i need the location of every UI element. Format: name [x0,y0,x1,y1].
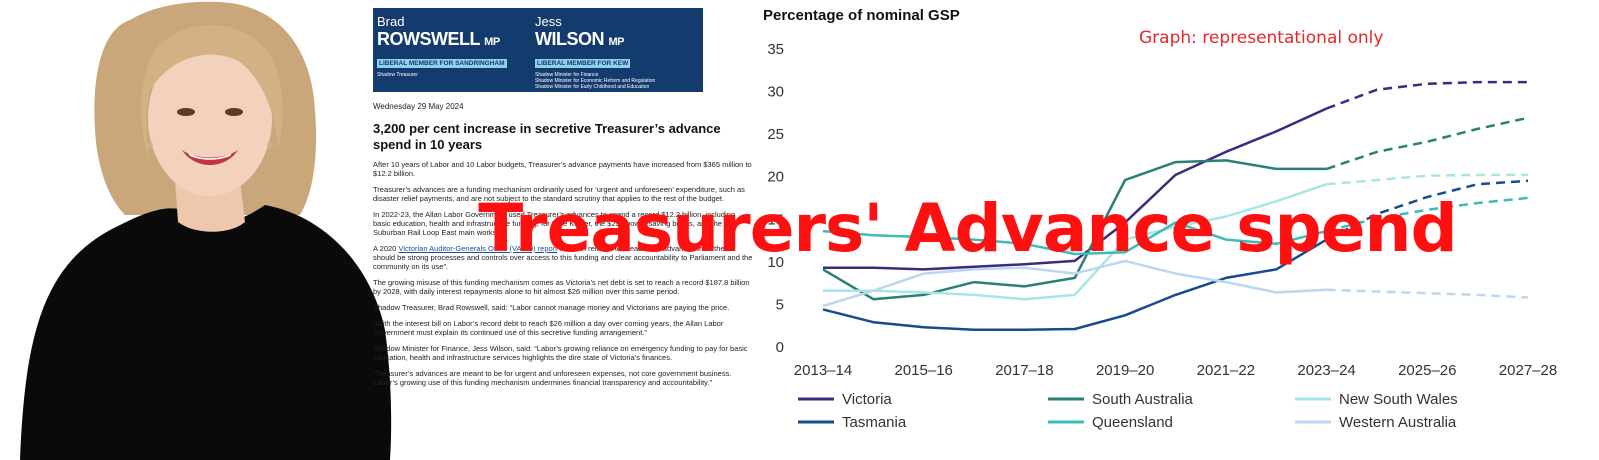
series-line-projection [1326,80,1528,110]
portrait-photo [0,0,392,460]
series-line-projection [1326,196,1529,233]
legend-label: Victoria [842,391,892,408]
mp-suffix: MP [608,36,625,48]
mp-title: Shadow Minister for Early Childhood and … [535,84,650,90]
release-paragraph: “With the interest bill on Labor’s recor… [373,319,724,337]
series-line-projection [1326,288,1529,299]
y-tick-label: 30 [767,84,784,101]
release-paragraph: The growing misuse of this funding mecha… [373,278,750,296]
mp-last-name: ROWSWELL MP [377,29,507,52]
release-headline: 3,200 per cent increase in secretive Tre… [373,121,721,152]
legend-label: Queensland [1092,414,1173,431]
press-release: Brad ROWSWELL MP LIBERAL MEMBER FOR SAND… [373,8,758,460]
overlay-title: Treasurers' Advance spend [478,190,1457,267]
mp-role: LIBERAL MEMBER FOR SANDRINGHAM [377,59,507,68]
legend-label: South Australia [1092,391,1194,408]
legend-label: Tasmania [842,414,907,431]
y-tick-label: 5 [776,296,784,313]
mp-surname: ROWSWELL [377,29,480,49]
mp-banner: Brad ROWSWELL MP LIBERAL MEMBER FOR SAND… [373,8,703,92]
series-line-actual [822,159,1327,301]
mp-suffix: MP [484,36,500,48]
x-tick-label: 2021–22 [1197,362,1255,379]
series-line-projection [1326,173,1528,186]
mp-title: Shadow Treasurer [377,72,418,78]
y-tick-label: 0 [776,339,784,356]
x-tick-label: 2019–20 [1096,362,1154,379]
x-tick-label: 2017–18 [995,362,1053,379]
x-tick-label: 2023–24 [1297,362,1355,379]
series-line-actual [822,221,1327,256]
y-tick-label: 10 [767,254,784,271]
mp-last-name: WILSON MP [535,29,655,52]
x-tick-label: 2015–16 [895,362,953,379]
y-tick-label: 15 [767,211,784,228]
y-tick-label: 20 [767,169,784,186]
series-line-actual [823,183,1328,301]
mp-first-name: Brad [377,14,405,29]
mp-title: Shadow Minister for Finance [535,72,599,78]
chart-note: Graph: representational only [1139,28,1383,48]
release-paragraph: Treasurer’s advances are a funding mecha… [373,185,745,203]
release-paragraph: Shadow Minister for Finance, Jess Wilson… [373,344,748,362]
release-paragraph: After 10 years of Labor and 10 Labor bud… [373,160,752,178]
x-tick-label: 2013–14 [794,362,852,379]
series-line-actual [822,259,1327,308]
x-tick-label: 2025–26 [1398,362,1456,379]
x-tick-label: 2027–28 [1499,362,1557,379]
mp-title: Shadow Minister for Economic Reform and … [535,78,656,84]
release-date: Wednesday 29 May 2024 [373,102,464,111]
vago-report-link[interactable]: Victorian Auditor-Generals Office (VAGO)… [398,244,558,253]
mp-first-name: Jess [535,14,562,29]
y-tick-label: 35 [767,41,784,58]
release-paragraph: A 2020 Victorian Auditor-Generals Office… [373,244,753,271]
release-paragraph: In 2022-23, the Allan Labor Government u… [373,210,736,237]
release-paragraph: Shadow Treasurer, Brad Rowswell, said: “… [373,303,730,312]
mp-block-rowswell: Brad ROWSWELL MP LIBERAL MEMBER FOR SAND… [377,15,507,78]
series-line-actual [822,238,1328,332]
y-tick-label: 25 [767,126,784,143]
mp-role: LIBERAL MEMBER FOR KEW [535,59,631,68]
series-line-actual [823,107,1328,271]
chart-title: Percentage of nominal GSP [763,7,960,24]
release-body: After 10 years of Labor and 10 Labor bud… [373,160,753,394]
legend-label: Western Australia [1339,414,1457,431]
legend-label: New South Wales [1339,391,1458,408]
mp-surname: WILSON [535,29,605,49]
mp-block-wilson: Jess WILSON MP LIBERAL MEMBER FOR KEW Sh… [535,15,655,90]
gsp-line-chart: Percentage of nominal GSP Graph: represen… [763,7,1557,431]
release-paragraph: “Treasurer’s advances are meant to be fo… [373,369,732,387]
series-line-projection [1326,116,1529,171]
